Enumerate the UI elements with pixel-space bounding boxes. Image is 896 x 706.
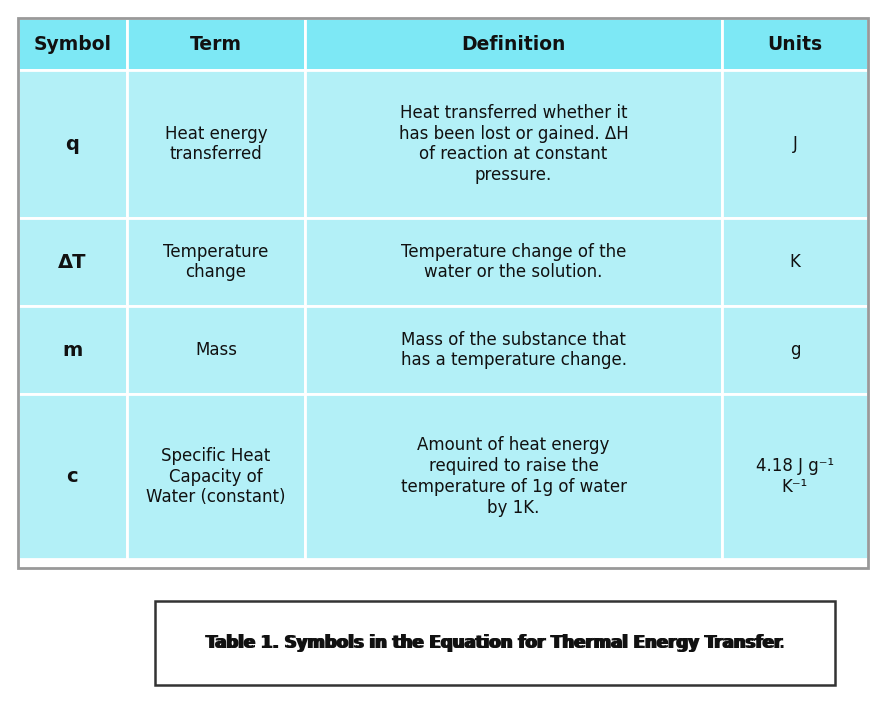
Text: c: c [66,467,78,486]
Bar [127,70,306,218]
Text: Temperature
change: Temperature change [163,243,269,282]
Bar [306,218,722,306]
Text: 4.18 J g⁻¹
K⁻¹: 4.18 J g⁻¹ K⁻¹ [756,457,834,496]
Bar [18,18,868,568]
Text: Specific Heat
Capacity of
Water (constant): Specific Heat Capacity of Water (constan… [146,447,286,506]
Text: J: J [792,135,797,153]
Bar [127,306,306,394]
Bar [306,306,722,394]
Bar [722,18,868,70]
Bar [155,601,835,685]
Bar [306,18,722,70]
Text: m: m [63,340,82,359]
Bar [18,70,127,218]
Bar [127,18,306,70]
Bar [18,218,127,306]
Text: Definition: Definition [461,35,565,54]
Bar [18,306,127,394]
Text: Units: Units [767,35,823,54]
Text: K: K [789,253,800,271]
Text: Mass of the substance that
has a temperature change.: Mass of the substance that has a tempera… [401,330,626,369]
Bar [18,394,127,559]
Text: Symbol: Symbol [33,35,111,54]
Bar [722,218,868,306]
Text: ΔT: ΔT [58,253,87,272]
Bar [306,70,722,218]
Bar [722,70,868,218]
Bar [18,18,127,70]
Bar [127,394,306,559]
Bar [127,218,306,306]
Text: Amount of heat energy
required to raise the
temperature of 1g of water
by 1K.: Amount of heat energy required to raise … [401,436,626,517]
Bar [722,394,868,559]
Bar [722,306,868,394]
Text: q: q [65,135,80,153]
Bar [306,394,722,559]
Text: Mass: Mass [195,341,237,359]
Text: g: g [789,341,800,359]
Text: Temperature change of the
water or the solution.: Temperature change of the water or the s… [401,243,626,282]
Text: Heat energy
transferred: Heat energy transferred [165,124,267,163]
Text: Heat transferred whether it
has been lost or gained. ΔH
of reaction at constant
: Heat transferred whether it has been los… [399,104,628,184]
Text: Term: Term [190,35,242,54]
Text: Table 1. Symbols in the Equation for Thermal Energy Transfer: Table 1. Symbols in the Equation for The… [207,634,783,652]
Text: Table 1. Symbols in the Equation for Thermal Energy Transfer.: Table 1. Symbols in the Equation for The… [205,634,785,652]
